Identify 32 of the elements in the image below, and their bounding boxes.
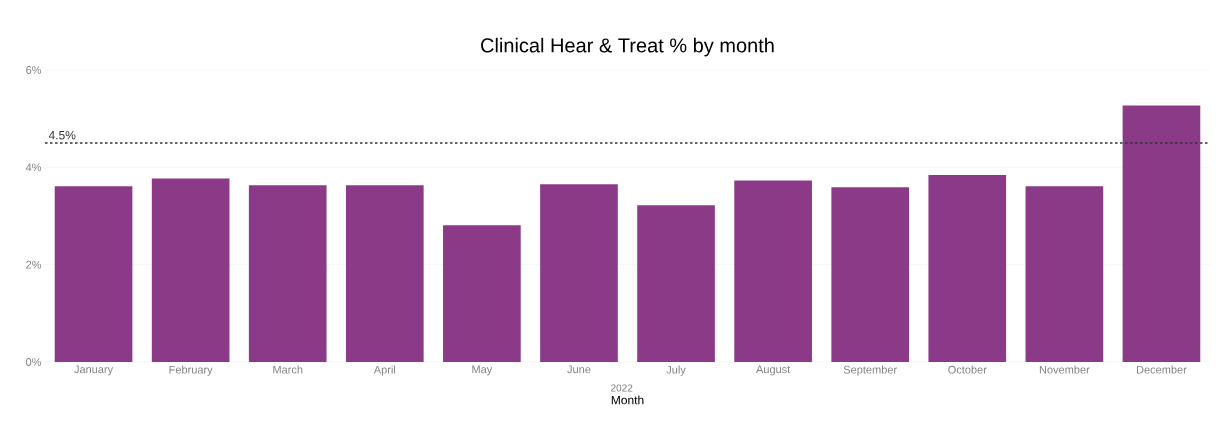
x-tick-label: February bbox=[169, 365, 213, 376]
x-tick-label: May bbox=[472, 365, 493, 376]
bar bbox=[345, 185, 424, 362]
y-tick-label: 2% bbox=[26, 260, 42, 269]
x-tick-label: April bbox=[373, 365, 396, 376]
ref-line-label: 4.5% bbox=[48, 131, 76, 140]
x-tick-label: October bbox=[948, 365, 987, 374]
x-tick-label: March bbox=[273, 365, 303, 374]
bar bbox=[443, 225, 521, 362]
bar bbox=[151, 178, 230, 362]
bar bbox=[54, 186, 133, 362]
text: 2022 bbox=[611, 384, 633, 392]
bar bbox=[540, 184, 618, 362]
bar bbox=[1122, 105, 1201, 362]
bar bbox=[248, 185, 327, 362]
x-tick-label: December bbox=[1136, 365, 1187, 374]
x-tick-label: June bbox=[567, 365, 591, 374]
x-tick-label: July bbox=[666, 365, 686, 376]
y-tick-label: 4% bbox=[25, 163, 42, 172]
y-tick-label: 6% bbox=[26, 66, 42, 74]
x-tick-label: August bbox=[756, 365, 791, 376]
x-tick-label: November bbox=[1039, 365, 1090, 374]
y-tick-label: 0% bbox=[26, 358, 42, 366]
bar bbox=[831, 187, 910, 362]
chart-title: Clinical Hear & Treat % by month bbox=[481, 37, 774, 57]
x-tick-label: September bbox=[843, 365, 897, 376]
x-tick-label: January bbox=[74, 365, 114, 376]
bar bbox=[1025, 186, 1104, 362]
bar bbox=[928, 175, 1007, 362]
bar bbox=[734, 180, 812, 362]
x-axis-title: Month bbox=[611, 395, 644, 405]
bar bbox=[637, 205, 715, 362]
